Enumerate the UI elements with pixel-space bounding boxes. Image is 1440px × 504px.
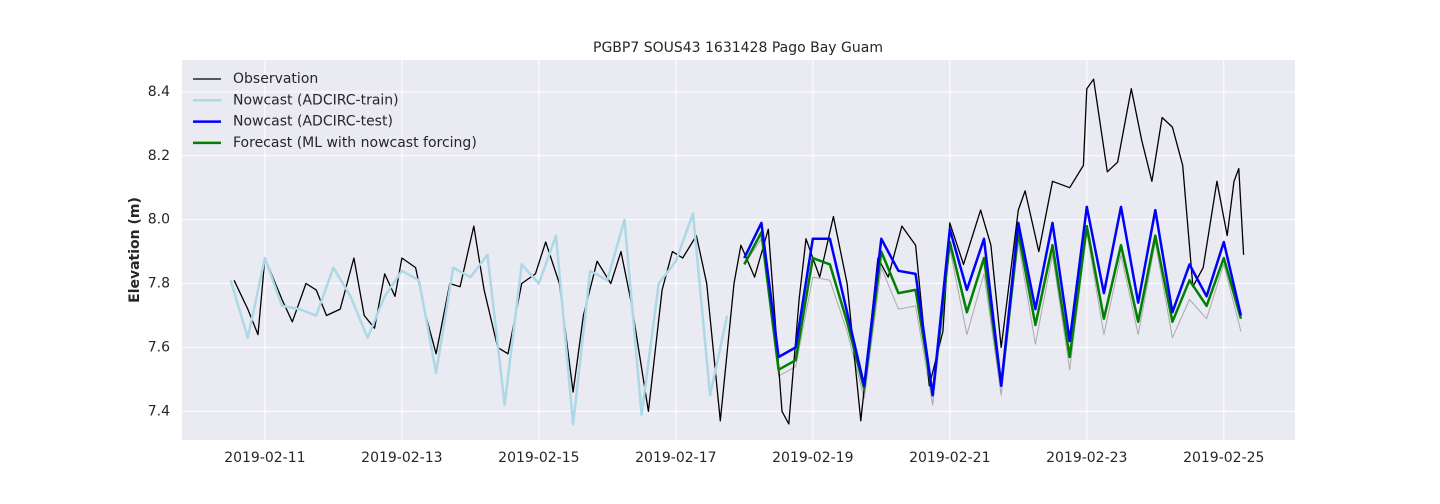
y-tick-label: 8.4 (148, 84, 170, 100)
legend-label: Observation (233, 71, 318, 87)
x-tick-label: 2019-02-21 (909, 450, 990, 466)
series-line (743, 205, 1243, 397)
x-tick-label: 2019-02-15 (498, 450, 579, 466)
y-tick-label: 7.4 (148, 403, 170, 419)
x-tick-label: 2019-02-25 (1183, 450, 1264, 466)
legend-label: Nowcast (ADCIRC-test) (233, 114, 393, 130)
y-tick-label: 7.8 (148, 276, 170, 292)
plot-area (182, 60, 1295, 440)
y-tick-label: 7.6 (148, 339, 170, 355)
x-tick-label: 2019-02-19 (772, 450, 853, 466)
y-axis-label: Elevation (m) (127, 197, 143, 303)
chart-title: PGBP7 SOUS43 1631428 Pago Bay Guam (593, 40, 883, 56)
y-tick-label: 8.2 (148, 148, 170, 164)
legend-label: Forecast (ML with nowcast forcing) (233, 135, 477, 151)
legend-label: Nowcast (ADCIRC-train) (233, 92, 399, 108)
series-line (229, 212, 729, 426)
x-tick-label: 2019-02-17 (635, 450, 716, 466)
y-tick-label: 8.0 (148, 212, 170, 228)
series-line (743, 231, 1242, 406)
x-tick-label: 2019-02-23 (1046, 450, 1127, 466)
x-tick-label: 2019-02-13 (361, 450, 442, 466)
x-tick-label: 2019-02-11 (224, 450, 305, 466)
